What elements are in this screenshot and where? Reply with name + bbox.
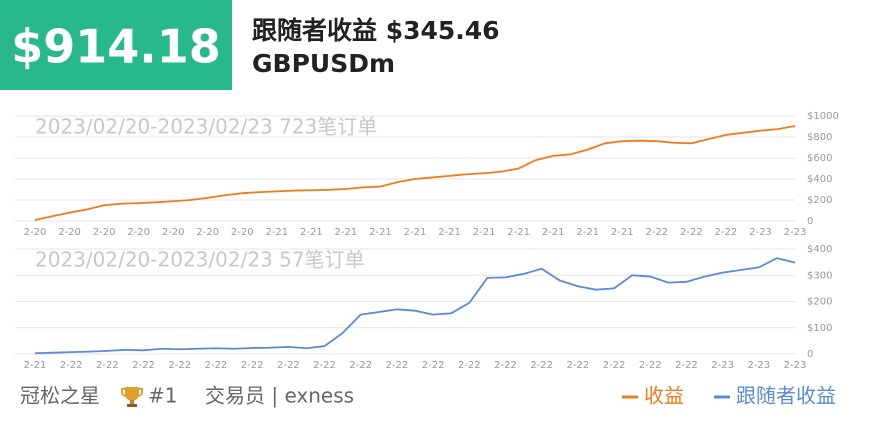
x-tick-label: 2-21	[438, 227, 461, 238]
x-tick-label: 2-21	[265, 227, 288, 238]
x-tick-label: 2-22	[277, 360, 300, 371]
legend-label: 收益	[644, 384, 684, 408]
x-tick-label: 2-22	[567, 360, 590, 371]
y-tick-label: $400	[807, 244, 832, 255]
x-tick-label: 2-23	[749, 227, 772, 238]
x-tick-label: 2-20	[162, 227, 185, 238]
x-tick-label: 2-21	[576, 227, 599, 238]
amount-badge	[0, 0, 232, 90]
x-tick-label: 2-21	[611, 227, 634, 238]
x-tick-label: 2-21	[473, 227, 496, 238]
x-tick-label: 2-22	[96, 360, 119, 371]
y-tick-label: 0	[807, 349, 813, 360]
y-tick-label: $400	[807, 174, 832, 185]
x-tick-label: 2-20	[127, 227, 150, 238]
x-tick-label: 2-22	[675, 360, 698, 371]
x-tick-label: 2-20	[58, 227, 81, 238]
legend-label: 跟随者收益	[736, 384, 836, 408]
x-tick-label: 2-22	[639, 360, 662, 371]
trader-name: 冠松之星	[20, 384, 100, 408]
series-line	[34, 125, 796, 221]
x-tick-label: 2-22	[386, 360, 409, 371]
x-tick-label: 2-22	[603, 360, 626, 371]
chart-title: 2023/02/20-2023/02/23 723笔订单	[35, 115, 377, 139]
x-tick-label: 2-21	[404, 227, 427, 238]
x-tick-label: 2-22	[422, 360, 445, 371]
x-tick-label: 2-22	[168, 360, 191, 371]
y-tick-label: 0	[807, 216, 813, 227]
series-line	[34, 257, 796, 355]
rank: #1	[148, 384, 177, 408]
y-tick-label: $200	[807, 297, 832, 308]
x-tick-label: 2-20	[196, 227, 219, 238]
trader-role: 交易员 | exness	[205, 384, 354, 408]
x-tick-label: 2-22	[132, 360, 155, 371]
x-tick-label: 2-23	[711, 360, 734, 371]
x-tick-label: 2-23	[784, 227, 807, 238]
x-tick-label: 2-22	[313, 360, 336, 371]
symbol: GBPUSDm	[252, 49, 395, 78]
x-tick-label: 2-21	[300, 227, 323, 238]
x-tick-label: 2-21	[542, 227, 565, 238]
amount: $914.18	[11, 20, 221, 74]
x-tick-label: 2-22	[458, 360, 481, 371]
y-tick-label: $100	[807, 323, 832, 334]
x-tick-label: 2-21	[335, 227, 358, 238]
x-tick-label: 2-22	[645, 227, 668, 238]
x-tick-label: 2-22	[241, 360, 264, 371]
y-tick-label: $600	[807, 153, 832, 164]
x-tick-label: 2-21	[507, 227, 530, 238]
x-tick-label: 2-21	[24, 360, 47, 371]
header-title: 跟随者收益 $345.46	[252, 16, 500, 45]
trophy-icon	[121, 387, 143, 407]
x-tick-label: 2-21	[369, 227, 392, 238]
y-tick-label: $200	[807, 195, 832, 206]
chart-title: 2023/02/20-2023/02/23 57笔订单	[35, 248, 365, 272]
x-tick-label: 2-22	[205, 360, 228, 371]
x-tick-label: 2-23	[747, 360, 770, 371]
x-tick-label: 2-22	[530, 360, 553, 371]
x-tick-label: 2-22	[494, 360, 517, 371]
x-tick-label: 2-20	[93, 227, 116, 238]
x-tick-label: 2-20	[24, 227, 47, 238]
x-tick-label: 2-22	[349, 360, 372, 371]
x-tick-label: 2-23	[784, 360, 807, 371]
y-tick-label: $300	[807, 270, 832, 281]
x-tick-label: 2-22	[60, 360, 83, 371]
x-tick-label: 2-20	[231, 227, 254, 238]
x-tick-label: 2-22	[715, 227, 738, 238]
y-tick-label: $800	[807, 132, 832, 143]
x-tick-label: 2-22	[680, 227, 703, 238]
y-tick-label: $1000	[807, 111, 839, 122]
